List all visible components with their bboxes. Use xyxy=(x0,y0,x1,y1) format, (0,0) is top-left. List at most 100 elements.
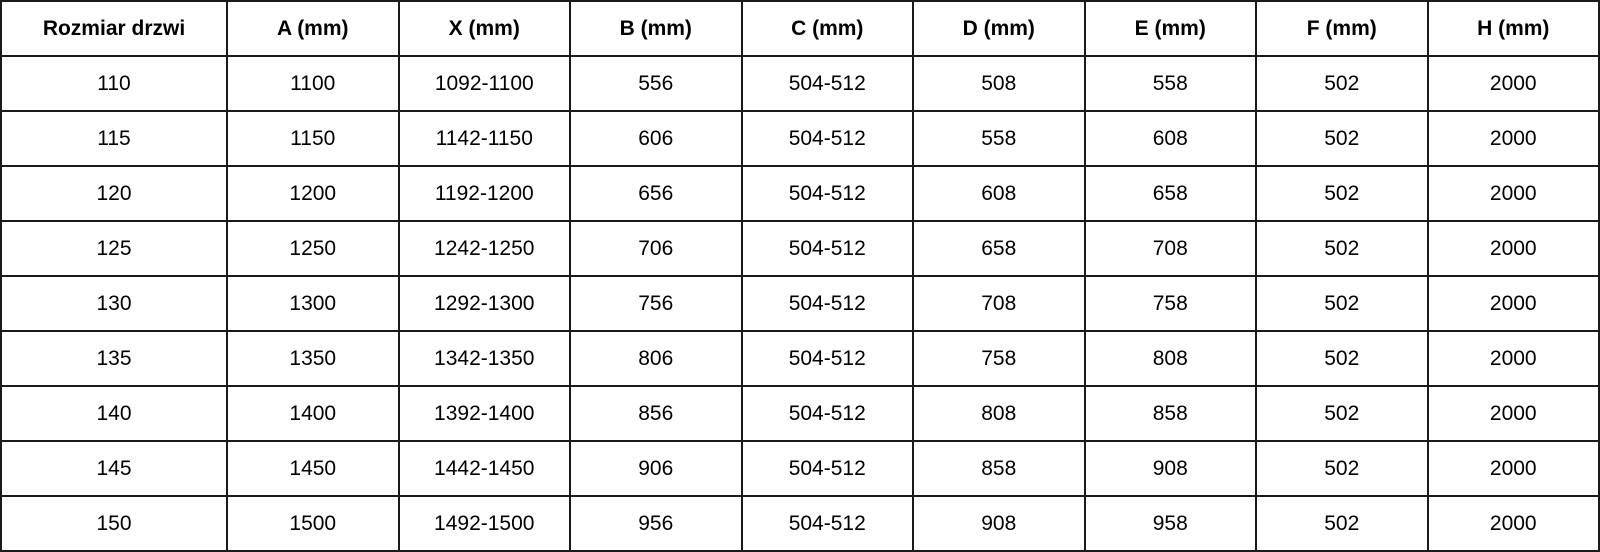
table-row: 110 1100 1092-1100 556 504-512 508 558 502 2000 xyxy=(0,55,1600,112)
table-cell: 858 xyxy=(1083,385,1257,442)
table-cell: 858 xyxy=(912,440,1086,497)
table-cell: 908 xyxy=(912,495,1086,552)
table-cell: 906 xyxy=(569,440,743,497)
table-cell: 1192-1200 xyxy=(397,165,571,222)
table-cell: 504-512 xyxy=(740,110,914,167)
table-row: 115 1150 1142-1150 606 504-512 558 608 502 2000 xyxy=(0,110,1600,167)
table-cell: 558 xyxy=(912,110,1086,167)
table-cell: 1142-1150 xyxy=(397,110,571,167)
table-cell: 502 xyxy=(1255,385,1429,442)
table-cell: 508 xyxy=(912,55,1086,112)
table-cell: 1242-1250 xyxy=(397,220,571,277)
table-row: 125 1250 1242-1250 706 504-512 658 708 502 2000 xyxy=(0,220,1600,277)
table-cell: 806 xyxy=(569,330,743,387)
column-header: E (mm) xyxy=(1083,0,1257,57)
table-row: 130 1300 1292-1300 756 504-512 708 758 502 2000 xyxy=(0,275,1600,332)
table-cell: 504-512 xyxy=(740,220,914,277)
table-cell: 1200 xyxy=(226,165,400,222)
table-cell: 135 xyxy=(0,330,228,387)
column-header: F (mm) xyxy=(1255,0,1429,57)
table-cell: 2000 xyxy=(1426,275,1600,332)
table-cell: 1492-1500 xyxy=(397,495,571,552)
table-cell: 504-512 xyxy=(740,385,914,442)
column-header: D (mm) xyxy=(912,0,1086,57)
table-row: 140 1400 1392-1400 856 504-512 808 858 502 2000 xyxy=(0,385,1600,442)
table-cell: 502 xyxy=(1255,495,1429,552)
table-cell: 808 xyxy=(1083,330,1257,387)
table-cell: 504-512 xyxy=(740,495,914,552)
table-cell: 130 xyxy=(0,275,228,332)
table-cell: 150 xyxy=(0,495,228,552)
table-cell: 1100 xyxy=(226,55,400,112)
table-cell: 502 xyxy=(1255,220,1429,277)
table-cell: 558 xyxy=(1083,55,1257,112)
table-cell: 2000 xyxy=(1426,165,1600,222)
table-cell: 1250 xyxy=(226,220,400,277)
table-cell: 2000 xyxy=(1426,440,1600,497)
table-cell: 758 xyxy=(1083,275,1257,332)
table-cell: 504-512 xyxy=(740,330,914,387)
column-header: H (mm) xyxy=(1426,0,1600,57)
table-cell: 140 xyxy=(0,385,228,442)
table-cell: 608 xyxy=(1083,110,1257,167)
table-cell: 2000 xyxy=(1426,495,1600,552)
table-cell: 2000 xyxy=(1426,330,1600,387)
table-cell: 608 xyxy=(912,165,1086,222)
table-cell: 125 xyxy=(0,220,228,277)
table-cell: 908 xyxy=(1083,440,1257,497)
table-row: 135 1350 1342-1350 806 504-512 758 808 502 2000 xyxy=(0,330,1600,387)
table-cell: 504-512 xyxy=(740,275,914,332)
table-row: 150 1500 1492-1500 956 504-512 908 958 502 2000 xyxy=(0,495,1600,552)
column-header: B (mm) xyxy=(569,0,743,57)
table-cell: 1392-1400 xyxy=(397,385,571,442)
table-cell: 502 xyxy=(1255,165,1429,222)
table-cell: 502 xyxy=(1255,330,1429,387)
table-cell: 502 xyxy=(1255,55,1429,112)
table-cell: 502 xyxy=(1255,440,1429,497)
column-header: C (mm) xyxy=(740,0,914,57)
table-cell: 1342-1350 xyxy=(397,330,571,387)
table-cell: 504-512 xyxy=(740,55,914,112)
table-cell: 2000 xyxy=(1426,220,1600,277)
table-cell: 808 xyxy=(912,385,1086,442)
table-cell: 708 xyxy=(1083,220,1257,277)
table-cell: 556 xyxy=(569,55,743,112)
table-cell: 1442-1450 xyxy=(397,440,571,497)
table-cell: 1400 xyxy=(226,385,400,442)
table-row: 120 1200 1192-1200 656 504-512 608 658 502 2000 xyxy=(0,165,1600,222)
table-cell: 606 xyxy=(569,110,743,167)
table-cell: 2000 xyxy=(1426,385,1600,442)
table-cell: 115 xyxy=(0,110,228,167)
table-cell: 956 xyxy=(569,495,743,552)
table-cell: 1450 xyxy=(226,440,400,497)
table-cell: 708 xyxy=(912,275,1086,332)
table-cell: 2000 xyxy=(1426,55,1600,112)
table-cell: 756 xyxy=(569,275,743,332)
column-header: X (mm) xyxy=(397,0,571,57)
table-cell: 504-512 xyxy=(740,165,914,222)
table-cell: 1150 xyxy=(226,110,400,167)
table-cell: 120 xyxy=(0,165,228,222)
table-cell: 145 xyxy=(0,440,228,497)
table-cell: 706 xyxy=(569,220,743,277)
table-cell: 504-512 xyxy=(740,440,914,497)
table-cell: 1300 xyxy=(226,275,400,332)
table-cell: 502 xyxy=(1255,275,1429,332)
header-row: Rozmiar drzwi A (mm) X (mm) B (mm) C (mm) D (… xyxy=(0,0,1600,57)
column-header: A (mm) xyxy=(226,0,400,57)
table-cell: 110 xyxy=(0,55,228,112)
table-cell: 758 xyxy=(912,330,1086,387)
table-cell: 958 xyxy=(1083,495,1257,552)
table-cell: 502 xyxy=(1255,110,1429,167)
column-header: Rozmiar drzwi xyxy=(0,0,228,57)
table-cell: 658 xyxy=(912,220,1086,277)
table-row: 145 1450 1442-1450 906 504-512 858 908 502 2000 xyxy=(0,440,1600,497)
table-cell: 856 xyxy=(569,385,743,442)
table-cell: 1350 xyxy=(226,330,400,387)
table-cell: 656 xyxy=(569,165,743,222)
table-cell: 1292-1300 xyxy=(397,275,571,332)
table-cell: 1500 xyxy=(226,495,400,552)
table-cell: 2000 xyxy=(1426,110,1600,167)
table-cell: 1092-1100 xyxy=(397,55,571,112)
